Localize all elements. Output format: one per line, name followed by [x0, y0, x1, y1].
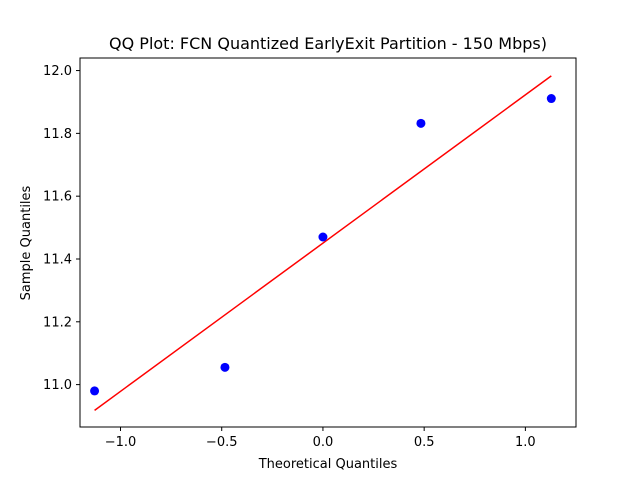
y-tick-label: 11.8 — [43, 127, 72, 142]
x-axis-label: Theoretical Quantiles — [258, 457, 398, 472]
plot-area — [90, 75, 556, 411]
x-tick-label: −0.5 — [206, 435, 238, 450]
data-point — [546, 94, 556, 104]
axis-ticks: −1.0 −0.5 0.0 0.5 1.0 11.0 11.2 11.4 11.6 11.8 12.… — [43, 64, 536, 450]
data-point — [416, 118, 426, 128]
chart-title: QQ Plot: FCN Quantized EarlyExit Partiti… — [109, 34, 547, 53]
y-tick-label: 11.0 — [43, 378, 72, 393]
x-tick-label: −1.0 — [105, 435, 137, 450]
y-axis-label: Sample Quantiles — [19, 185, 34, 300]
data-point — [90, 386, 100, 396]
y-tick-label: 11.2 — [43, 315, 72, 330]
x-tick-label: 0.5 — [414, 435, 435, 450]
x-tick-label: 1.0 — [515, 435, 536, 450]
data-point — [220, 362, 230, 372]
y-tick-label: 11.6 — [43, 190, 72, 205]
y-tick-label: 11.4 — [43, 252, 72, 267]
axes-frame — [79, 57, 577, 428]
reference-line — [94, 75, 552, 411]
x-tick-label: 0.0 — [313, 435, 334, 450]
y-tick-label: 12.0 — [43, 64, 72, 79]
data-point — [318, 232, 328, 242]
